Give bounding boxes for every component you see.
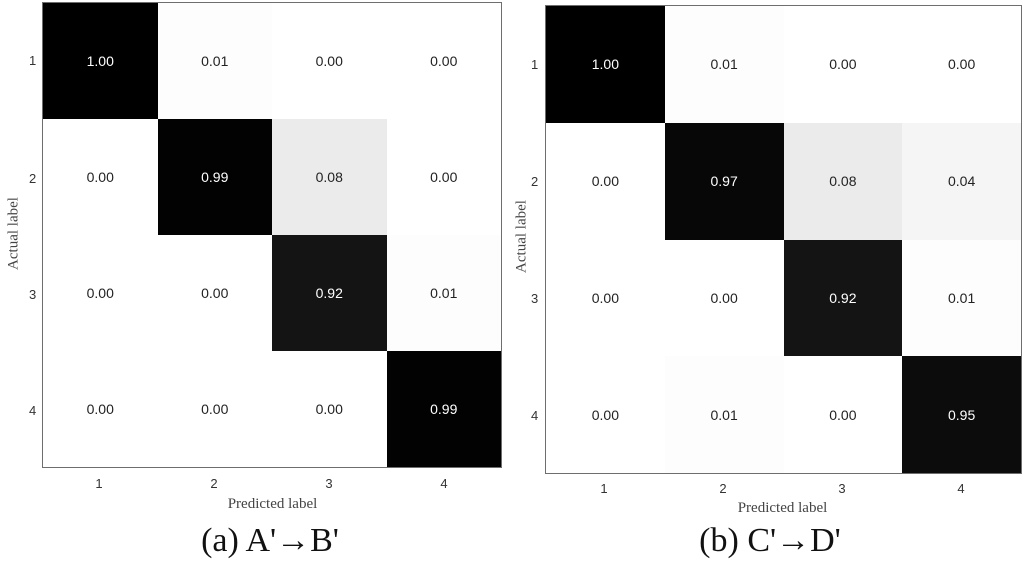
x-tick-2: 2 [719,481,727,496]
x-tick-3: 3 [325,476,333,491]
heatmap-cell: 0.00 [157,351,272,467]
heatmap-cell: 1.00 [546,6,665,123]
heatmap-cell: 1.00 [43,3,158,119]
heatmap-cell: 0.92 [272,235,387,351]
heatmap-cell: 0.00 [546,122,665,240]
heatmap-cell: 0.00 [386,3,501,119]
heatmap-cell: 0.97 [664,122,784,240]
heatmap-cell: 0.08 [783,122,903,240]
heatmap-grid: 1.00 0.01 0.00 0.00 0.00 0.97 0.08 0.04 0.00 0.00… [545,5,1022,474]
heatmap-cell: 0.00 [783,356,903,473]
heatmap-cell: 0.00 [664,239,784,357]
x-tick-4: 4 [440,476,448,491]
x-axis-label: Predicted label [227,496,318,512]
x-tick-4: 4 [957,481,965,496]
heatmap-cell: 0.00 [272,3,387,119]
y-tick-3: 3 [29,287,37,302]
heatmap-cell: 0.01 [664,6,784,123]
heatmap-cell: 0.01 [664,356,784,473]
x-tick-2: 2 [210,476,218,491]
x-tick-1: 1 [600,481,608,496]
heatmap-cell: 0.99 [386,351,501,467]
heatmap-cell: 0.00 [272,351,387,467]
heatmap-cell: 0.00 [43,119,158,235]
figure-caption: (b) C'→D' [699,522,841,559]
heatmap-cell: 0.08 [272,119,387,235]
y-axis-label: Actual label [513,200,530,273]
figure-caption: (a) A'→B' [201,522,339,559]
x-tick-3: 3 [838,481,846,496]
y-tick-1: 1 [29,53,37,68]
y-tick-1: 1 [531,57,539,72]
heatmap-grid: 1.00 0.01 0.00 0.00 0.00 0.99 0.08 0.00 0.00 0.00… [42,2,502,468]
heatmap-cell: 0.04 [902,122,1021,240]
x-axis-label: Predicted label [737,500,828,516]
heatmap-cell: 0.00 [546,356,665,473]
heatmap-cell: 0.00 [157,235,272,351]
heatmap-cell: 0.00 [546,239,665,357]
y-tick-2: 2 [29,171,37,186]
heatmap-cell: 0.01 [157,3,272,119]
y-tick-4: 4 [531,408,539,423]
heatmap-cell: 0.00 [386,119,501,235]
x-tick-1: 1 [95,476,103,491]
heatmap-cell: 0.00 [43,351,158,467]
confusion-matrix-panel-a: 1.00 0.01 0.00 0.00 0.00 0.99 0.08 0.00 0.00 0.00… [0,0,510,569]
y-tick-3: 3 [531,291,539,306]
heatmap-cell: 0.00 [43,235,158,351]
heatmap-cell: 0.99 [157,119,272,235]
heatmap-cell: 0.92 [783,239,903,357]
y-tick-4: 4 [29,403,37,418]
heatmap-cell: 0.95 [902,356,1021,473]
heatmap-cell: 0.01 [386,235,501,351]
heatmap-cell: 0.00 [902,6,1021,123]
y-tick-2: 2 [531,174,539,189]
heatmap-cell: 0.01 [902,239,1021,357]
heatmap-cell: 0.00 [783,6,903,123]
